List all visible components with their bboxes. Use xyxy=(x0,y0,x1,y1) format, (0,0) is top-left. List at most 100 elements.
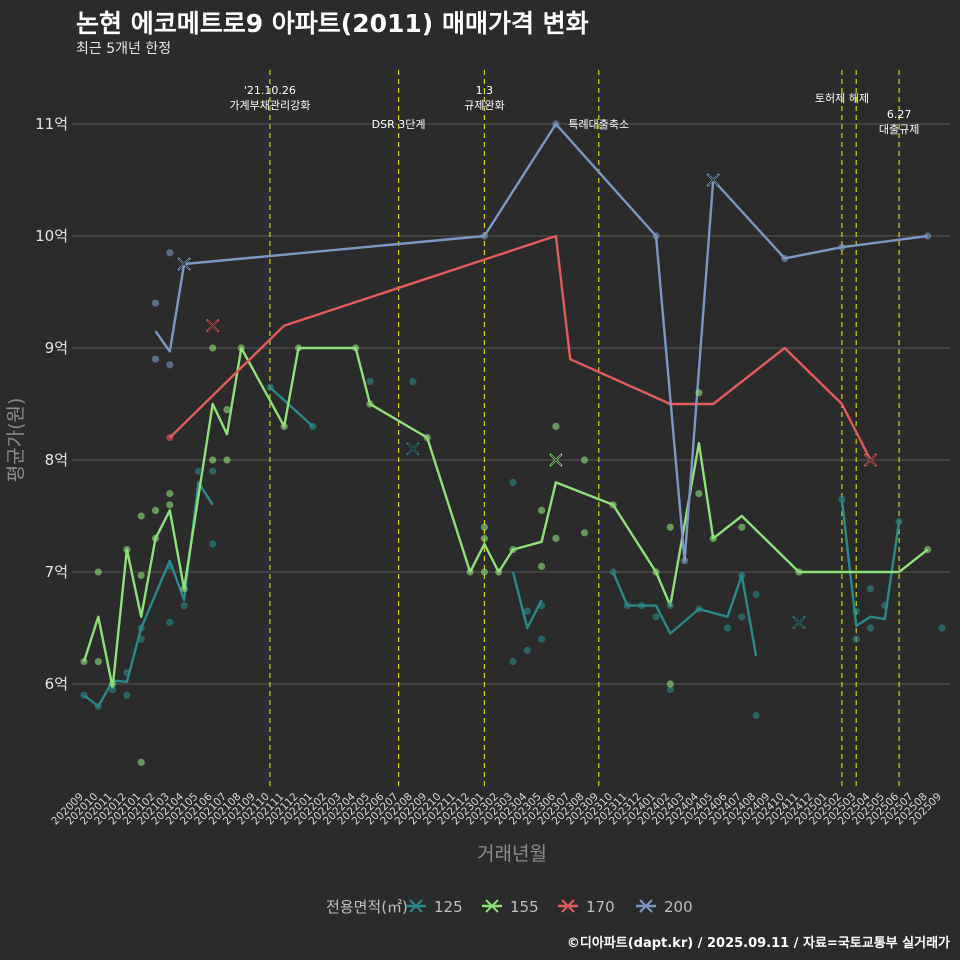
data-point-125 xyxy=(523,646,531,655)
data-point-155 xyxy=(480,568,488,576)
source-caption: ©디아파트(dapt.kr) / 2025.09.11 / 자료=국토교통부 실… xyxy=(566,936,950,951)
data-point-155 xyxy=(123,546,131,554)
event-label: DSR 3단계 xyxy=(372,118,426,131)
series-line-125 xyxy=(83,481,214,708)
legend-key-mark-200 xyxy=(639,899,653,913)
data-point-155 xyxy=(552,534,560,543)
data-point-170 xyxy=(166,434,174,442)
data-point-125 xyxy=(166,618,174,627)
data-point-155 xyxy=(609,501,617,509)
data-point-125 xyxy=(752,711,760,719)
data-point-125 xyxy=(838,495,846,503)
data-point-125 xyxy=(666,602,674,610)
x-mark-outline-200 xyxy=(707,174,719,186)
data-point-155 xyxy=(666,523,674,531)
data-point-125 xyxy=(938,624,946,632)
chart-title: 논현 에코메트로9 아파트(2011) 매매가격 변화 xyxy=(76,9,589,38)
data-point-155 xyxy=(480,523,488,531)
event-label: 규제완화 xyxy=(464,99,504,112)
data-point-125 xyxy=(309,422,317,430)
data-point-155 xyxy=(509,546,517,554)
data-point-200 xyxy=(838,243,846,251)
y-axis-ticks: 6억 7억 8억 9억 10억 11억 xyxy=(35,115,68,693)
legend-label-170: 170 xyxy=(586,898,615,916)
data-point-200 xyxy=(151,299,160,307)
event-label: 1.3 xyxy=(476,84,494,97)
data-point-125 xyxy=(209,540,217,548)
data-point-125 xyxy=(666,686,674,694)
data-point-125 xyxy=(852,607,860,615)
event-label: '21.10.26 xyxy=(244,84,296,97)
data-point-155 xyxy=(695,490,703,498)
data-point-125 xyxy=(194,467,202,475)
data-point-125 xyxy=(366,378,374,386)
data-point-155 xyxy=(223,406,231,414)
data-point-155 xyxy=(137,758,145,767)
data-point-155 xyxy=(294,344,303,352)
x-axis-title: 거래년월 xyxy=(477,843,547,865)
y-tick-label: 7억 xyxy=(45,563,68,581)
event-label: 대출규제 xyxy=(879,123,919,136)
data-point-155 xyxy=(552,422,560,430)
legend-label-125: 125 xyxy=(434,898,463,916)
data-point-155 xyxy=(580,529,589,537)
data-point-200 xyxy=(652,232,660,240)
y-axis-title: 평균가(원) xyxy=(5,398,27,483)
series-points xyxy=(80,120,946,767)
legend-title: 전용면적(㎡) xyxy=(326,898,408,916)
data-point-155 xyxy=(223,456,231,464)
data-point-155 xyxy=(695,389,703,397)
event-label: 토허제 해제 xyxy=(815,91,869,105)
data-point-125 xyxy=(738,571,746,579)
data-point-125 xyxy=(652,613,660,621)
data-point-155 xyxy=(209,456,217,464)
data-point-125 xyxy=(523,607,531,615)
series-line-125 xyxy=(511,571,543,630)
data-point-155 xyxy=(352,344,360,352)
x-mark-outline-200 xyxy=(178,258,190,270)
data-point-155 xyxy=(166,490,174,498)
legend: 전용면적(㎡) 125 155 170 200 xyxy=(326,898,693,916)
data-point-125 xyxy=(538,635,546,643)
data-point-200 xyxy=(166,249,174,257)
data-point-155 xyxy=(280,422,288,430)
legend-label-155: 155 xyxy=(510,898,539,916)
data-point-155 xyxy=(795,568,803,576)
data-point-155 xyxy=(94,568,102,576)
data-point-125 xyxy=(180,602,188,610)
series-line-155 xyxy=(82,346,929,689)
data-point-155 xyxy=(709,534,717,543)
series-x-marks xyxy=(177,173,878,630)
data-point-200 xyxy=(151,355,160,363)
data-point-125 xyxy=(609,568,617,576)
y-tick-label: 11억 xyxy=(35,115,68,133)
series-line-125 xyxy=(840,499,901,627)
y-tick-label: 9억 xyxy=(45,339,68,357)
data-point-125 xyxy=(509,478,517,486)
data-point-155 xyxy=(538,562,546,571)
x-mark-outline-170 xyxy=(865,454,876,466)
series-line-200 xyxy=(154,122,928,562)
data-point-155 xyxy=(423,434,431,442)
data-point-155 xyxy=(495,568,503,576)
data-point-125 xyxy=(137,624,145,632)
legend-key-mark-170 xyxy=(561,899,575,913)
data-point-155 xyxy=(580,456,589,464)
data-point-155 xyxy=(237,344,245,352)
data-point-125 xyxy=(409,378,417,386)
data-point-125 xyxy=(80,691,88,699)
data-point-125 xyxy=(509,658,517,666)
data-point-155 xyxy=(738,523,746,531)
data-point-155 xyxy=(94,658,102,666)
x-mark-outline-125 xyxy=(793,617,805,628)
data-point-125 xyxy=(738,613,746,621)
event-label: 6.27 xyxy=(887,108,912,121)
data-point-155 xyxy=(209,344,217,352)
data-point-125 xyxy=(123,691,131,699)
data-point-125 xyxy=(752,590,760,599)
data-point-125 xyxy=(123,669,131,677)
data-point-155 xyxy=(652,568,660,576)
event-label: 특례대출축소 xyxy=(568,118,629,131)
